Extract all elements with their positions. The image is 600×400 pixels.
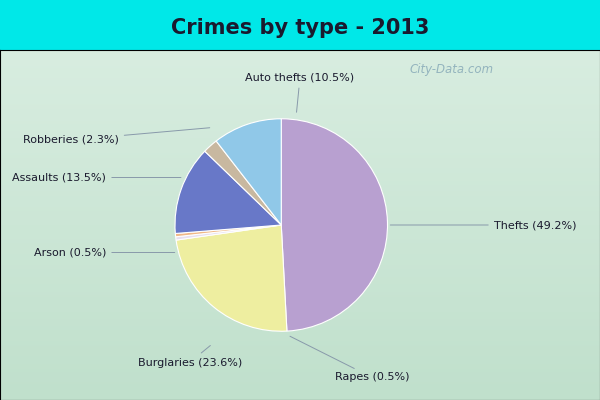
Text: Auto thefts (10.5%): Auto thefts (10.5%) — [245, 72, 355, 112]
Text: Assaults (13.5%): Assaults (13.5%) — [13, 172, 181, 182]
Wedge shape — [176, 225, 287, 331]
Wedge shape — [175, 151, 281, 234]
Text: Rapes (0.5%): Rapes (0.5%) — [290, 336, 409, 382]
Text: Burglaries (23.6%): Burglaries (23.6%) — [137, 346, 242, 368]
Text: Arson (0.5%): Arson (0.5%) — [34, 248, 175, 258]
Text: Crimes by type - 2013: Crimes by type - 2013 — [171, 18, 429, 38]
Wedge shape — [281, 119, 388, 331]
Text: Thefts (49.2%): Thefts (49.2%) — [390, 220, 576, 230]
Text: City-Data.com: City-Data.com — [410, 62, 494, 76]
Wedge shape — [216, 119, 281, 225]
Wedge shape — [176, 225, 281, 240]
Wedge shape — [205, 141, 281, 225]
Text: Robberies (2.3%): Robberies (2.3%) — [23, 128, 210, 145]
Wedge shape — [175, 225, 281, 237]
